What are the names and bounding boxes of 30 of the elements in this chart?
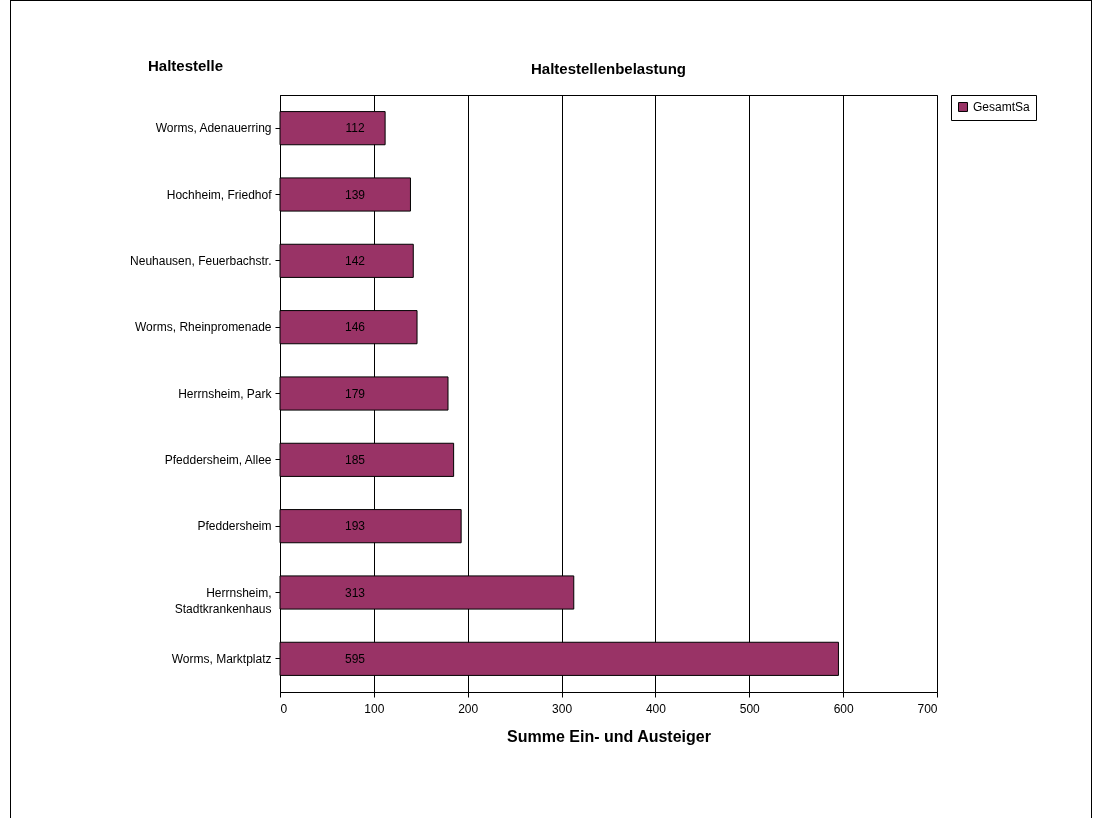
data-label: 146 [344, 320, 366, 335]
x-tick-label: 500 [739, 701, 761, 716]
x-tick-label: 700 [917, 701, 938, 716]
x-tick-label: 200 [458, 701, 479, 716]
data-label: 595 [344, 651, 366, 666]
x-tick-label: 100 [364, 701, 385, 716]
y-tick-label: Hochheim, Friedhof [166, 187, 273, 202]
data-label: 313 [344, 585, 366, 600]
data-label: 112 [345, 121, 365, 136]
data-label: 193 [344, 519, 366, 534]
data-label: 185 [344, 452, 366, 467]
x-axis-title: Summe Ein- und Austeiger [507, 727, 711, 745]
x-tick-label: 600 [833, 701, 854, 716]
y-tick-label: Pfeddersheim, Allee [164, 452, 272, 467]
y-axis-title: Haltestelle [148, 57, 224, 74]
x-tick-label: 0 [280, 701, 288, 716]
y-tick-label: Worms, Rheinpromenade [134, 320, 272, 335]
y-tick-label: Pfeddersheim [197, 519, 272, 534]
y-tick-label: Worms, Adenauerring [155, 121, 272, 136]
x-tick-label: 300 [552, 701, 573, 716]
y-tick-label: Herrnsheim, Stadtkrankenhaus [174, 585, 272, 616]
chart-title: Haltestellenbelastung [530, 59, 687, 77]
legend-label: GesamtSa [973, 100, 1031, 114]
y-tick-label: Herrnsheim, Park [178, 386, 273, 401]
y-tick-label: Neuhausen, Feuerbachstr. [130, 253, 272, 268]
data-label: 179 [344, 386, 366, 401]
x-tick-label: 400 [645, 701, 667, 716]
data-label: 139 [344, 187, 366, 202]
data-label: 142 [344, 253, 366, 268]
y-tick-label: Worms, Marktplatz [171, 651, 272, 666]
